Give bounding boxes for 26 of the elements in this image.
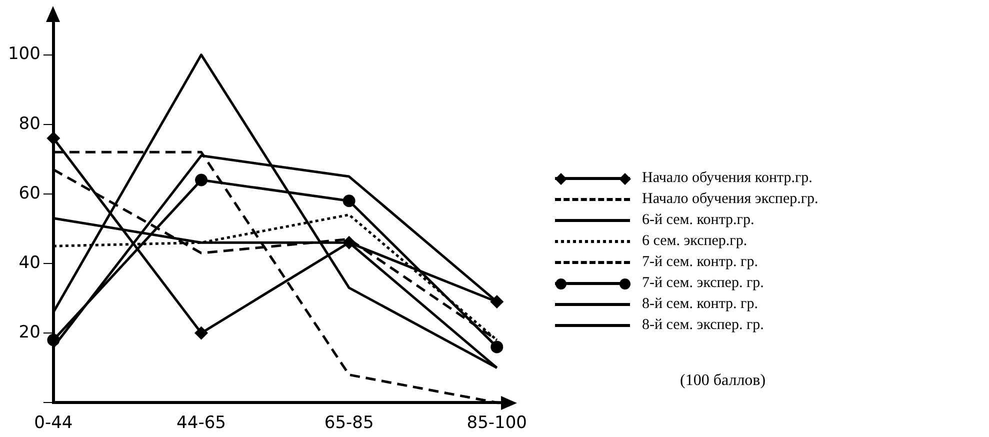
- point: [490, 295, 504, 308]
- y-tick-label: 20: [18, 322, 40, 342]
- legend-label: 8-й сем. контр. гр.: [642, 296, 758, 313]
- y-tick-label: 80: [18, 114, 40, 134]
- text: (100 баллов): [680, 372, 766, 390]
- legend-label: 8-й сем. экспер. гр.: [642, 317, 764, 334]
- point: [195, 174, 208, 186]
- point: [342, 194, 356, 208]
- legend-label: 6 сем. экспер.гр.: [642, 233, 748, 250]
- y-tick-label: 60: [18, 183, 40, 204]
- point: [47, 334, 60, 346]
- x-tick-label: 85-100: [466, 413, 527, 434]
- legend-label: 6-й сем. контр.гр.: [642, 212, 754, 229]
- y-tick-label: 40: [18, 252, 40, 273]
- x-tick-label: 44-65: [176, 413, 226, 434]
- x-tick-label: 0-44: [34, 413, 73, 434]
- legend-label: Начало обучения контр.гр.: [642, 170, 812, 187]
- legend-label: Начало обучения экспер.гр.: [642, 191, 818, 208]
- legend-label: 7-й сем. экспер. гр.: [642, 275, 764, 292]
- point: [490, 340, 504, 354]
- legend-label: 7-й сем. контр. гр.: [642, 254, 758, 271]
- y-tick-label: 100: [8, 44, 40, 64]
- point: [195, 326, 208, 340]
- x-tick-label: 65-85: [324, 413, 374, 434]
- point: [342, 236, 356, 249]
- point: [47, 132, 60, 145]
